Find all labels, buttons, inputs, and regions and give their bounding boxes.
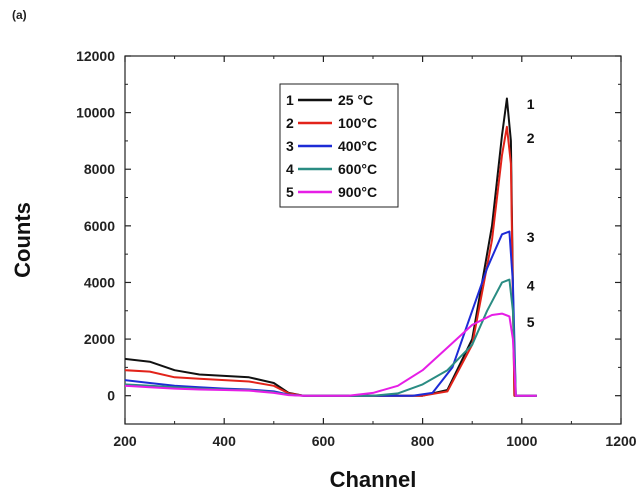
- data-series: [124, 97, 537, 397]
- legend-label: 900°C: [338, 184, 377, 200]
- legend-label: 100°C: [338, 115, 377, 131]
- y-tick-label: 6000: [84, 218, 115, 234]
- y-tick-label: 8000: [84, 161, 115, 177]
- curve-label-2: 2: [527, 130, 535, 146]
- panel-label: (a): [12, 8, 27, 22]
- axes: 200 400 600 800 1000 120002000400060008000100…: [76, 48, 637, 449]
- legend-label: 400°C: [338, 138, 377, 154]
- x-tick-label: 600: [312, 433, 336, 449]
- legend-index: 4: [286, 161, 294, 177]
- series-line-3: [124, 230, 537, 397]
- legend-index: 1: [286, 92, 294, 108]
- y-tick-label: 0: [107, 388, 115, 404]
- curve-label-5: 5: [527, 314, 535, 330]
- legend-index: 3: [286, 138, 294, 154]
- curve-labels: 1 2 3 4 5: [527, 96, 535, 330]
- x-tick-label: 1200: [605, 433, 636, 449]
- legend-index: 2: [286, 115, 294, 131]
- curve-label-1: 1: [527, 96, 535, 112]
- x-tick-label: 200: [113, 433, 137, 449]
- curve-label-3: 3: [527, 229, 535, 245]
- legend-label: 600°C: [338, 161, 377, 177]
- y-axis-title: Counts: [10, 202, 35, 278]
- y-tick-label: 12000: [76, 48, 115, 64]
- x-tick-label: 800: [411, 433, 435, 449]
- legend-label: 25 °C: [338, 92, 373, 108]
- legend-index: 5: [286, 184, 294, 200]
- curve-label-4: 4: [527, 277, 535, 293]
- x-tick-label: 1000: [506, 433, 537, 449]
- y-tick-label: 10000: [76, 105, 115, 121]
- y-tick-label: 4000: [84, 274, 115, 290]
- x-tick-label: 400: [213, 433, 237, 449]
- series-line-5: [124, 312, 537, 397]
- x-axis-title: Channel: [330, 467, 417, 492]
- y-tick-label: 2000: [84, 331, 115, 347]
- legend: 1 25 °C 2 100°C 3 400°C 4 600°C 5 900°C: [279, 83, 399, 208]
